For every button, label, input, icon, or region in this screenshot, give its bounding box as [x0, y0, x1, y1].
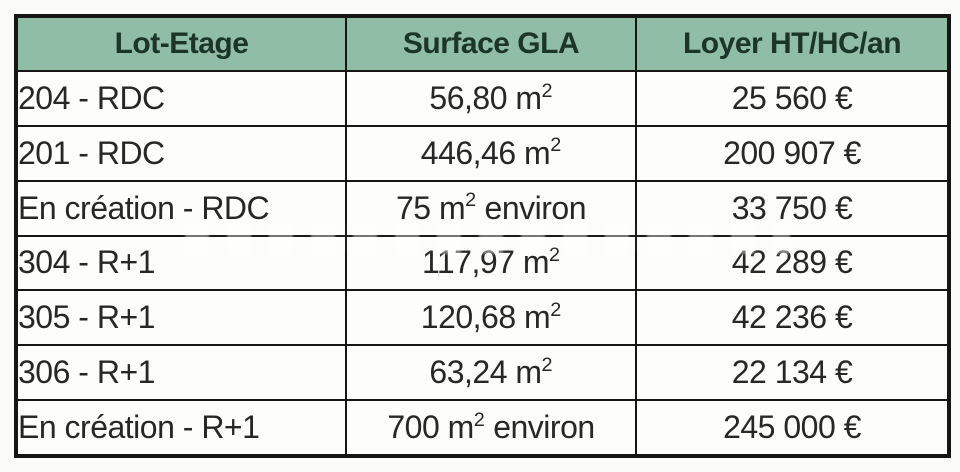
- surface-value: 446,46 m: [420, 134, 551, 171]
- table-row: 305 - R+1 120,68 m2 42 236 €: [14, 289, 951, 347]
- header-loyer-ht-hc-an: Loyer HT/HC/an: [635, 14, 951, 72]
- surface-superscript: 2: [549, 244, 561, 267]
- surface-cell: 56,80 m2: [345, 70, 637, 127]
- lot-cell: 306 - R+1: [14, 344, 347, 402]
- surface-superscript: 2: [550, 299, 562, 321]
- table-row: 201 - RDC 446,46 m2 200 907 €: [14, 124, 951, 182]
- surface-cell: 117,97 m2: [345, 234, 637, 292]
- lots-rent-table: Lot-Etage Surface GLA Loyer HT/HC/an 204…: [14, 14, 951, 458]
- surface-superscript: 2: [473, 408, 485, 431]
- rent-cell: 245 000 €: [635, 399, 951, 458]
- table-row: 306 - R+1 63,24 m2 22 134 €: [14, 344, 951, 402]
- rent-cell: 42 289 €: [635, 234, 951, 292]
- surface-value: 117,97 m: [421, 244, 550, 281]
- rent-cell: 25 560 €: [635, 70, 951, 127]
- surface-value: 120,68 m: [420, 299, 551, 336]
- lot-cell: En création - RDC: [14, 179, 347, 237]
- header-surface-gla: Surface GLA: [345, 14, 637, 72]
- table-row: En création - RDC 75 m2 environ 33 750 €: [14, 179, 951, 237]
- table-row: 204 - RDC 56,80 m2 25 560 €: [14, 70, 951, 127]
- lot-cell: En création - R+1: [14, 399, 347, 458]
- lot-cell: 204 - RDC: [14, 70, 347, 127]
- surface-superscript: 2: [550, 134, 562, 157]
- table-row: En création - R+1 700 m2 environ 245 000…: [14, 399, 951, 458]
- rent-cell: 33 750 €: [635, 179, 951, 237]
- surface-value: 700 m: [387, 409, 474, 446]
- header-lot-etage: Lot-Etage: [14, 14, 347, 72]
- surface-superscript: 2: [541, 79, 553, 102]
- rent-cell: 42 236 €: [635, 289, 951, 347]
- surface-cell: 63,24 m2: [345, 344, 637, 402]
- surface-value: 56,80 m: [429, 79, 542, 116]
- surface-cell: 700 m2 environ: [345, 399, 637, 458]
- table-header-row: Lot-Etage Surface GLA Loyer HT/HC/an: [14, 14, 951, 72]
- rent-cell: 200 907 €: [635, 124, 951, 182]
- surface-cell: 75 m2 environ: [345, 179, 637, 237]
- lot-cell: 305 - R+1: [14, 289, 347, 347]
- lot-cell: 201 - RDC: [14, 124, 347, 182]
- lot-cell: 304 - R+1: [14, 234, 347, 292]
- surface-cell: 446,46 m2: [345, 124, 637, 182]
- surface-superscript: 2: [541, 353, 553, 376]
- table-row: 304 - R+1 117,97 m2 42 289 €: [14, 234, 951, 292]
- surface-suffix: environ: [476, 189, 587, 226]
- surface-suffix: environ: [484, 409, 595, 446]
- surface-superscript: 2: [465, 189, 477, 212]
- surface-value: 75 m: [395, 189, 466, 226]
- surface-value: 63,24 m: [429, 354, 542, 391]
- surface-cell: 120,68 m2: [345, 289, 637, 347]
- rent-cell: 22 134 €: [635, 344, 951, 402]
